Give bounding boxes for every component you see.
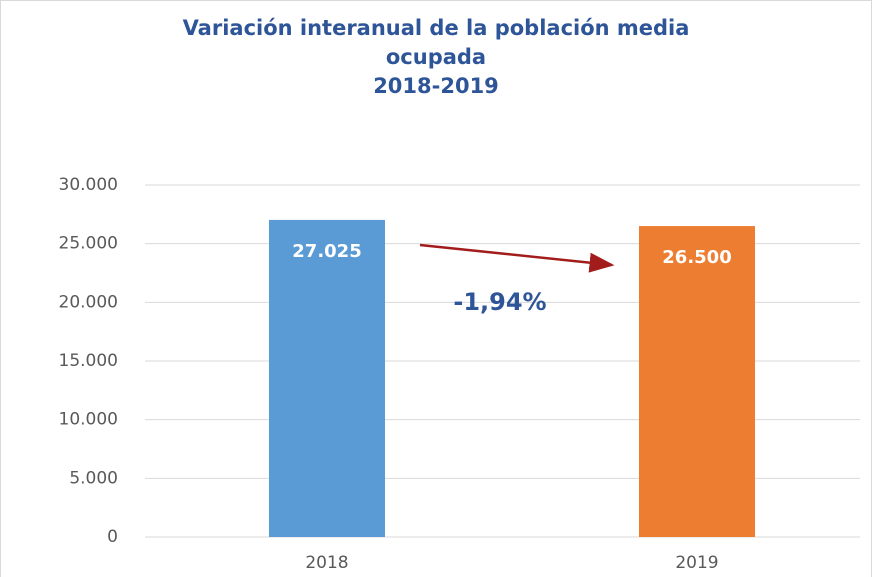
y-tick-label: 5.000 [69, 468, 118, 488]
y-tick-label: 0 [107, 527, 118, 547]
y-tick-label: 30.000 [59, 175, 118, 195]
x-tick-label: 2018 [305, 553, 348, 573]
y-tick-label: 15.000 [59, 351, 118, 371]
data-label: 27.025 [292, 241, 361, 262]
x-tick-label: 2019 [675, 553, 718, 573]
bar [269, 219, 385, 537]
y-tick-label: 25.000 [59, 234, 118, 254]
annotation: -1,94% [453, 288, 546, 316]
y-tick-label: 20.000 [59, 292, 118, 312]
trend-arrow [419, 243, 615, 273]
y-tick-label: 10.000 [59, 410, 118, 430]
data-label: 26.500 [662, 247, 731, 268]
chart-title: Variación interanual de la población med… [182, 16, 690, 69]
chart-header: Variación interanual de la población med… [136, 14, 736, 101]
chart-subtitle: 2018-2019 [373, 74, 499, 98]
bar [639, 226, 755, 538]
